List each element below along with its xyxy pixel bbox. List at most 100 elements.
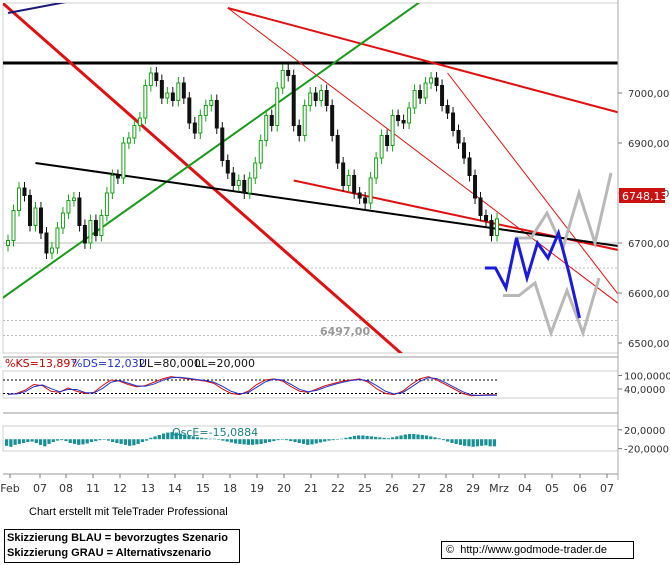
- oscillator-panel: OscE=-15,0884 20,0000 -20,0000: [2, 412, 669, 456]
- stochastic-y-axis: 100,0000 40,0000: [618, 372, 670, 396]
- osc-bar: [200, 437, 204, 440]
- candle-body: [264, 115, 269, 141]
- osc-bar: [38, 439, 43, 445]
- stoch-ul-label: UL=80,000: [139, 357, 201, 370]
- candle-body: [291, 75, 296, 126]
- date-tick-label: Mrz: [489, 482, 509, 495]
- candle-body: [115, 175, 120, 179]
- candle-body: [236, 180, 241, 186]
- candle-body: [220, 127, 225, 161]
- price-tick-label: 6900,00: [628, 139, 669, 150]
- osc-bar: [234, 439, 238, 444]
- candle-body: [148, 72, 153, 86]
- date-tick-label: 21: [304, 482, 318, 495]
- black-trend-line: [35, 162, 618, 247]
- candle-body: [379, 135, 384, 159]
- stoch-ds-label: %DS=12,032: [72, 357, 146, 370]
- candle-body: [11, 210, 16, 241]
- osc-bar: [5, 439, 9, 446]
- osc-bar: [47, 439, 51, 444]
- candle-body: [440, 85, 445, 106]
- osc-bar: [420, 434, 424, 440]
- price-panel: 6497,00 6500,006600,006700,006800,006900…: [2, 2, 669, 354]
- osc-bar: [441, 439, 446, 441]
- candle-body: [143, 85, 148, 119]
- osc-bar: [178, 433, 183, 440]
- osc-bar: [310, 439, 314, 445]
- candle-body: [231, 172, 236, 186]
- osc-bar: [195, 437, 200, 440]
- candle-body: [132, 125, 137, 139]
- candle-body: [429, 77, 434, 84]
- osc-bar: [365, 435, 369, 440]
- candle-body: [27, 195, 32, 226]
- candle-body: [104, 192, 109, 216]
- date-tick-label: 26: [385, 482, 399, 495]
- stoch-tick-label: 100,0000: [624, 372, 670, 383]
- osc-bar: [280, 439, 284, 440]
- candle-body: [99, 215, 104, 236]
- osc-bar: [166, 432, 170, 440]
- date-tick-label: Feb: [0, 482, 19, 495]
- date-tick-label: 07: [33, 482, 47, 495]
- candle-body: [198, 115, 203, 134]
- price-y-axis: 6500,006600,006700,006800,006900,007000,…: [618, 89, 669, 350]
- osc-bar: [348, 436, 352, 440]
- osc-bar: [51, 439, 55, 443]
- osc-bar: [263, 439, 267, 443]
- osc-bar: [72, 439, 77, 444]
- osc-bar: [492, 439, 496, 447]
- candle-body: [451, 112, 456, 131]
- credit-text: Chart erstellt mit TeleTrader Profession…: [29, 506, 228, 518]
- osc-bar: [463, 439, 467, 446]
- osc-bar: [77, 439, 81, 445]
- osc-bar: [340, 438, 344, 440]
- osc-bar: [106, 439, 111, 441]
- candle-body: [225, 160, 230, 174]
- osc-bar: [21, 439, 26, 443]
- candle-body: [38, 207, 43, 234]
- candle-body: [77, 197, 82, 226]
- osc-bar: [335, 439, 340, 440]
- candle-body: [385, 135, 390, 146]
- osc-bar: [386, 438, 390, 440]
- osc-bar: [208, 438, 212, 440]
- date-tick-label: 08: [59, 482, 73, 495]
- candle-body: [253, 162, 258, 179]
- candle-body: [170, 92, 175, 101]
- osc-bar: [111, 439, 115, 443]
- source-url[interactable]: http://www.godmode-trader.de: [460, 544, 607, 556]
- oscillator-bars: [5, 432, 496, 447]
- osc-bar: [293, 439, 297, 443]
- candle-body: [297, 125, 302, 136]
- osc-bar: [30, 439, 34, 442]
- candle-body: [192, 122, 197, 134]
- red-thin-line: [227, 7, 618, 304]
- osc-bar: [301, 439, 306, 444]
- osc-bar: [399, 435, 403, 440]
- candle-body: [401, 120, 406, 124]
- osc-label: OscE=-15,0884: [172, 426, 258, 439]
- low-annotation: 6497,00: [320, 325, 370, 338]
- osc-bar: [225, 439, 229, 442]
- source-link[interactable]: © http://www.godmode-trader.de: [441, 541, 634, 559]
- osc-bar: [450, 439, 454, 443]
- osc-bar: [454, 439, 458, 444]
- osc-bar: [267, 439, 272, 443]
- copyright-icon: ©: [446, 544, 455, 556]
- candle-body: [324, 90, 329, 106]
- osc-bar: [229, 439, 234, 443]
- candle-body: [280, 70, 285, 89]
- date-tick-label: 19: [250, 482, 264, 495]
- candle-body: [269, 115, 274, 126]
- date-tick-label: 14: [168, 482, 182, 495]
- osc-bar: [344, 437, 348, 440]
- candle-body: [242, 180, 247, 194]
- date-tick-label: 07: [600, 482, 614, 495]
- osc-bar: [424, 435, 429, 440]
- stochastic-panel: %KS=13,897 %DS=12,032 UL=80,000 LL=20,00…: [2, 356, 670, 399]
- osc-bar: [34, 439, 38, 443]
- osc-bar: [395, 436, 399, 440]
- candle-body: [71, 197, 76, 201]
